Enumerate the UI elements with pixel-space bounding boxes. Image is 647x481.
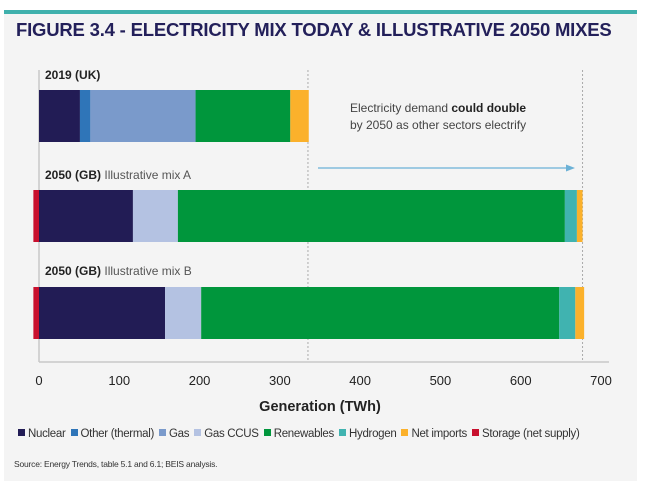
legend-item: Nuclear [18, 428, 66, 440]
bar-segment-nuclear [39, 90, 80, 142]
legend-item: Storage (net supply) [471, 428, 580, 440]
legend: Nuclear Other (thermal) Gas Gas CCUS Renewab… [18, 428, 585, 440]
annotation: Electricity demand could double by 2050 a… [350, 101, 527, 132]
legend-label: Other (thermal) [80, 428, 155, 440]
legend-swatch [159, 429, 166, 436]
bar-segment-storage-net-supply [33, 190, 39, 242]
bar-segment-net-imports [290, 90, 309, 142]
bar-segment-nuclear [39, 190, 133, 242]
legend-swatch [194, 429, 202, 436]
bar-segment-net-imports [576, 190, 583, 242]
x-tick-label: 100 [108, 373, 130, 388]
legend-swatch [471, 429, 479, 436]
x-axis-label: Generation (TWh) [259, 399, 381, 415]
legend-item: Hydrogen [338, 428, 397, 440]
bar-segment-gas [90, 90, 196, 142]
legend-swatch [401, 429, 409, 436]
legend-item: Net imports [401, 428, 467, 440]
legend-swatch [70, 429, 78, 436]
x-tick-label: 200 [189, 373, 211, 388]
legend-label: Net imports [411, 428, 467, 440]
category-label: 2019 (UK) [45, 68, 100, 82]
arrow-head-icon [566, 164, 575, 172]
legend-swatch [18, 429, 25, 436]
legend-label: Storage (net supply) [481, 428, 580, 440]
legend-item: Gas [159, 428, 190, 440]
legend-label: Gas [169, 428, 190, 440]
bar-segment-storage-net-supply [33, 287, 39, 339]
chart-title: FIGURE 3.4 - ELECTRICITY MIX TODAY & ILL… [16, 19, 612, 40]
bar-segment-nuclear [39, 287, 166, 339]
bar-segment-other-thermal [79, 90, 91, 142]
legend-swatch [338, 429, 346, 436]
legend-label: Hydrogen [348, 428, 397, 440]
legend-item: Gas CCUS [194, 428, 259, 440]
x-tick-label: 700 [590, 373, 612, 388]
legend-item: Other (thermal) [70, 428, 155, 440]
legend-label: Gas CCUS [204, 428, 259, 440]
source-note: Source: Energy Trends, table 5.1 and 6.1… [14, 459, 218, 469]
bar-segment-renewables [201, 287, 560, 339]
legend-swatch [263, 429, 271, 436]
legend-label: Renewables [273, 428, 335, 440]
legend-item: Renewables [263, 428, 335, 440]
x-tick-label: 500 [430, 373, 452, 388]
x-tick-label: 0 [35, 373, 42, 388]
x-tick-label: 600 [510, 373, 532, 388]
bar-segment-hydrogen [564, 190, 577, 242]
bar-segment-renewables [195, 90, 291, 142]
legend-label: Nuclear [28, 428, 66, 440]
x-tick-label: 400 [349, 373, 371, 388]
category-label: 2050 (GB) Illustrative mix A [45, 168, 191, 182]
bar-segment-hydrogen [559, 287, 576, 339]
x-tick-label: 300 [269, 373, 291, 388]
category-label: 2050 (GB) Illustrative mix B [45, 264, 192, 278]
bar-segment-net-imports [575, 287, 585, 339]
bar-segment-gas-ccus [132, 190, 178, 242]
bar-segment-gas-ccus [165, 287, 202, 339]
bar-segment-renewables [177, 190, 565, 242]
chart-panel [4, 10, 637, 481]
